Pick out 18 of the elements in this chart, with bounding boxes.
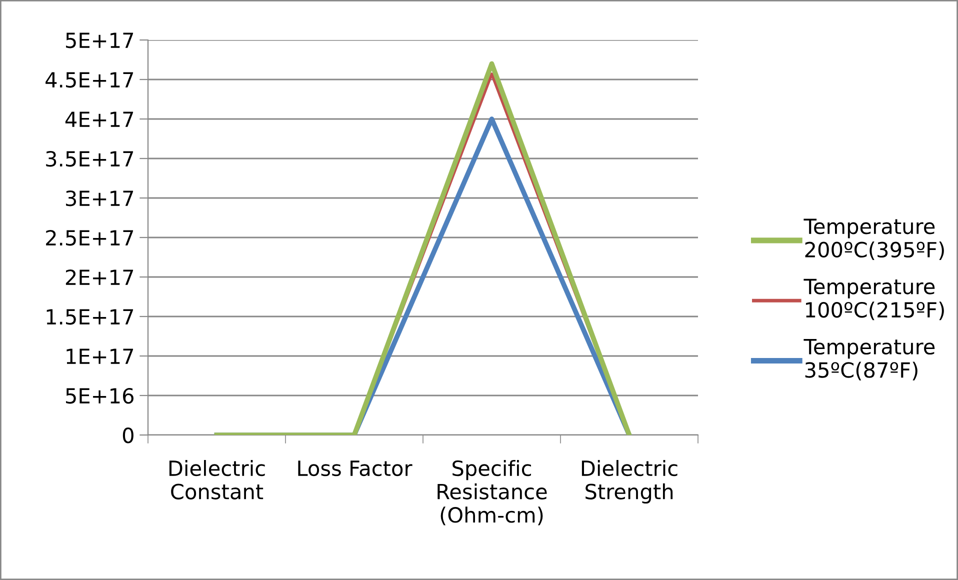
- y-tick-label: 5E+17: [66, 32, 134, 48]
- x-tick-label: Loss Factor: [298, 460, 412, 476]
- y-tick-label: 4E+17: [65, 112, 134, 127]
- y-tick-label: 3E+17: [66, 190, 134, 206]
- y-tick-label: 2E+17: [66, 269, 134, 285]
- y-tick-label: 3.5E+17: [46, 150, 134, 167]
- x-tick-label: Dielectric Strength: [582, 460, 678, 504]
- y-tick-label: 5E+16: [66, 388, 134, 404]
- y-tick-label: 4.5E+17: [46, 72, 134, 88]
- legend-label: Temperature 200ºC(395ºF): [804, 218, 944, 260]
- legend-label: Temperature 100ºC(215ºF): [804, 278, 944, 320]
- y-tick-label: 0: [122, 427, 134, 444]
- y-tick-label: 1.5E+17: [46, 309, 134, 325]
- y-tick-label: 2.5E+17: [46, 230, 134, 246]
- legend-label: Temperature 35ºC(87ºF): [804, 339, 935, 380]
- x-tick-label: Specific Resistance (Ohm-cm): [438, 460, 547, 526]
- y-tick-label: 1E+17: [66, 348, 134, 364]
- x-tick-label: Dielectric Constant: [169, 460, 265, 500]
